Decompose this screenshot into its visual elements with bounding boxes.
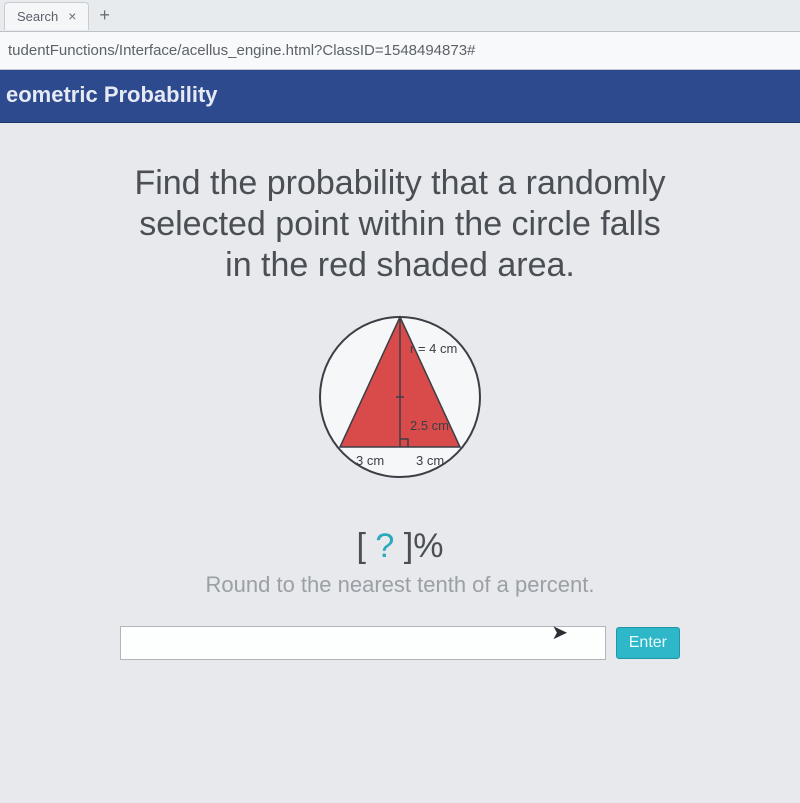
figure: r = 4 cm 2.5 cm 3 cm 3 cm <box>28 297 772 517</box>
question-line-3: in the red shaded area. <box>28 245 772 286</box>
question-line-1: Find the probability that a randomly <box>28 163 772 204</box>
question-line-2: selected point within the circle falls <box>28 204 772 245</box>
answer-bracket-right: ]% <box>394 527 443 565</box>
enter-button[interactable]: Enter <box>616 627 680 659</box>
svg-text:r = 4 cm: r = 4 cm <box>410 341 457 356</box>
new-tab-button[interactable]: + <box>89 1 120 30</box>
tab-title: Search <box>17 9 58 24</box>
question-text: Find the probability that a randomly sel… <box>28 163 772 285</box>
svg-text:3 cm: 3 cm <box>356 453 384 468</box>
page-title: eometric Probability <box>6 82 218 107</box>
url-text: tudentFunctions/Interface/acellus_engine… <box>8 42 475 59</box>
answer-input-row: ➤ Enter <box>120 626 680 660</box>
answer-placeholder: ? <box>375 527 394 565</box>
hint-text: Round to the nearest tenth of a percent. <box>28 572 772 598</box>
browser-tab-bar: Search × + <box>0 0 800 32</box>
answer-template: [ ? ]% <box>28 527 772 566</box>
answer-bracket-left: [ <box>357 527 376 565</box>
browser-tab[interactable]: Search × <box>4 2 89 30</box>
answer-input[interactable] <box>120 626 606 660</box>
address-bar[interactable]: tudentFunctions/Interface/acellus_engine… <box>0 32 800 70</box>
close-icon[interactable]: × <box>68 9 76 23</box>
content-area: Find the probability that a randomly sel… <box>0 123 800 803</box>
geometry-figure: r = 4 cm 2.5 cm 3 cm 3 cm <box>290 297 510 517</box>
svg-text:2.5 cm: 2.5 cm <box>410 418 449 433</box>
svg-text:3 cm: 3 cm <box>416 453 444 468</box>
page-header: eometric Probability <box>0 70 800 123</box>
